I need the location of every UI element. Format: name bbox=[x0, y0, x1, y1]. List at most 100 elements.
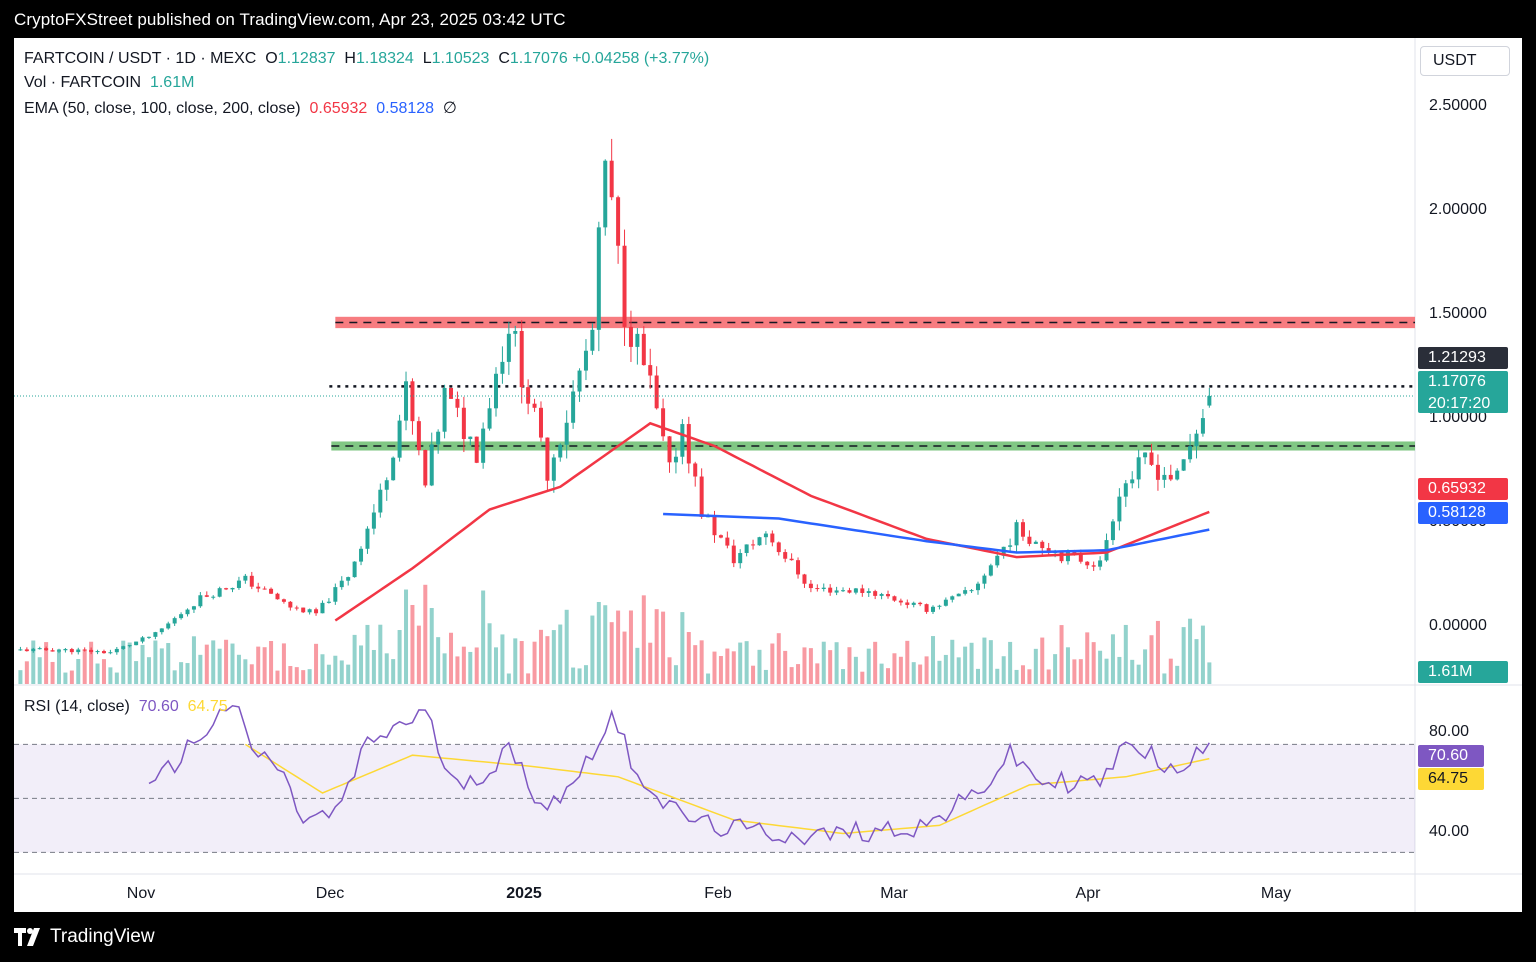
volume-bar bbox=[924, 656, 929, 684]
volume-bar bbox=[815, 663, 820, 684]
volume-bar bbox=[519, 641, 524, 684]
candle-body bbox=[712, 516, 717, 536]
candle-body bbox=[307, 609, 312, 613]
time-label: Nov bbox=[126, 885, 156, 902]
candle-body bbox=[963, 590, 968, 594]
volume-bar bbox=[763, 669, 768, 684]
chart-frame[interactable]: FARTCOIN / USDT · 1D · MEXC O1.12837 H1.… bbox=[14, 38, 1522, 912]
volume-bar bbox=[725, 648, 730, 684]
volume-bar bbox=[1110, 634, 1115, 684]
candle-body bbox=[114, 648, 119, 653]
volume-bar bbox=[538, 629, 543, 684]
candle-body bbox=[873, 591, 878, 596]
candle-body bbox=[429, 444, 434, 486]
candle-body bbox=[108, 652, 113, 654]
volume-bar bbox=[211, 640, 216, 684]
volume-bar bbox=[172, 670, 177, 684]
volume-bar bbox=[204, 644, 209, 684]
volume-bar bbox=[449, 632, 454, 684]
volume-bar bbox=[95, 663, 100, 684]
volume-bar bbox=[1065, 647, 1070, 684]
volume-tag: 1.61M bbox=[1418, 661, 1508, 683]
volume-bar bbox=[751, 665, 756, 684]
volume-bar bbox=[1046, 669, 1051, 684]
volume-bar bbox=[198, 654, 203, 684]
candle-body bbox=[1168, 474, 1173, 480]
volume-bar bbox=[256, 646, 261, 684]
volume-bar bbox=[738, 642, 743, 684]
candle-body bbox=[18, 649, 23, 651]
candle-body bbox=[185, 609, 190, 615]
volume-bar bbox=[564, 609, 569, 684]
volume-bar bbox=[731, 651, 736, 684]
symbol-label[interactable]: FARTCOIN / USDT · 1D · MEXC bbox=[24, 50, 257, 67]
volume-bar bbox=[1168, 658, 1173, 684]
volume-bar bbox=[956, 657, 961, 684]
candle-body bbox=[179, 614, 184, 619]
ema-label[interactable]: EMA (50, close, 100, close, 200, close) bbox=[24, 100, 301, 117]
candle-body bbox=[1143, 452, 1148, 458]
candle-body bbox=[641, 333, 646, 366]
candle-body bbox=[538, 407, 543, 438]
time-label: Mar bbox=[880, 885, 908, 902]
candle-body bbox=[956, 593, 961, 597]
volume-bar bbox=[500, 634, 505, 684]
volume-bar bbox=[841, 669, 846, 684]
volume-bar bbox=[1155, 620, 1160, 684]
candle-body bbox=[571, 391, 576, 423]
candle-body bbox=[474, 436, 479, 463]
candle-body bbox=[731, 545, 736, 564]
ohlc-legend: FARTCOIN / USDT · 1D · MEXC O1.12837 H1.… bbox=[24, 50, 709, 68]
volume-bar bbox=[416, 625, 421, 684]
candle-body bbox=[1117, 496, 1122, 522]
volume-bar bbox=[1014, 669, 1019, 684]
chart-canvas[interactable] bbox=[14, 38, 1522, 912]
candle-body bbox=[359, 548, 364, 562]
volume-bar bbox=[468, 651, 473, 684]
rsi-label[interactable]: RSI (14, close) bbox=[24, 698, 130, 715]
candle-body bbox=[249, 575, 254, 587]
volume-bar bbox=[1078, 659, 1083, 684]
volume-bar bbox=[1059, 625, 1064, 684]
candle-body bbox=[1027, 536, 1032, 544]
volume-bar bbox=[140, 644, 145, 684]
candle-body bbox=[397, 420, 402, 458]
candle-body bbox=[442, 387, 447, 432]
candle-body bbox=[975, 583, 980, 591]
candle-body bbox=[738, 553, 743, 564]
volume-legend: Vol · FARTCOIN 1.61M bbox=[24, 74, 194, 92]
volume-bar bbox=[301, 670, 306, 684]
volume-bar bbox=[988, 640, 993, 684]
volume-bar bbox=[757, 649, 762, 684]
candle-body bbox=[988, 565, 993, 576]
open-label: O bbox=[265, 50, 278, 67]
candle-body bbox=[693, 463, 698, 477]
volume-bar bbox=[635, 647, 640, 684]
candle-body bbox=[905, 602, 910, 605]
volume-bar bbox=[1188, 618, 1193, 684]
candle-body bbox=[326, 601, 331, 603]
volume-bar bbox=[892, 653, 897, 684]
candle-body bbox=[609, 160, 614, 198]
volume-bar bbox=[269, 641, 274, 684]
candle-body bbox=[783, 552, 788, 559]
volume-bar bbox=[648, 642, 653, 684]
candle-body bbox=[886, 594, 891, 597]
candle-body bbox=[1123, 483, 1128, 497]
volume-bar bbox=[474, 647, 479, 684]
candle-body bbox=[725, 537, 730, 546]
volume-bar bbox=[307, 669, 312, 684]
volume-bar bbox=[423, 584, 428, 684]
volume-bar bbox=[898, 656, 903, 684]
volume-label[interactable]: Vol · FARTCOIN bbox=[24, 74, 142, 91]
tradingview-footer[interactable]: TradingView bbox=[14, 926, 155, 948]
candle-body bbox=[796, 560, 801, 575]
candle-body bbox=[140, 637, 145, 642]
bar-countdown: 20:17:20 bbox=[1428, 395, 1491, 412]
candle-body bbox=[24, 649, 29, 652]
currency-unit-button[interactable]: USDT bbox=[1420, 46, 1510, 76]
rsi-value: 70.60 bbox=[138, 698, 179, 715]
volume-bar bbox=[378, 624, 383, 684]
candle-body bbox=[776, 542, 781, 553]
volume-bar bbox=[127, 642, 132, 684]
